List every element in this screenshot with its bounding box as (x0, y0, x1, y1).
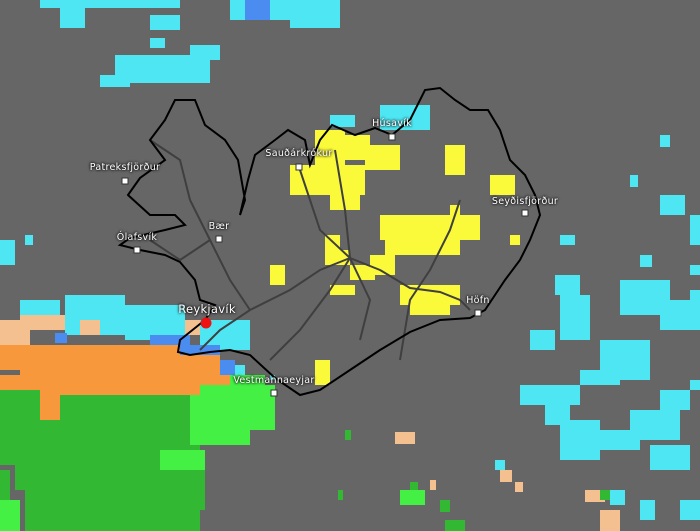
precip-cell-yellow (315, 360, 330, 385)
place-label-sauarkrokur[interactable]: Sauðárkrókur (265, 148, 333, 159)
place-label-olafsvik[interactable]: Ólafsvík (116, 232, 158, 243)
place-label-hofn[interactable]: Höfn (466, 295, 490, 306)
precip-cell-cyan (0, 240, 15, 265)
precip-cell-peach (500, 470, 512, 482)
precip-cell-light-green (160, 450, 205, 470)
town-marker-icon[interactable] (474, 309, 482, 317)
precip-cell-green (0, 470, 10, 500)
precip-cell-cyan (630, 175, 638, 187)
precip-cell-yellow (325, 235, 340, 265)
precip-cell-green (440, 500, 450, 512)
precip-cell-peach (515, 482, 523, 492)
precip-cell-cyan (125, 305, 185, 340)
precip-cell-yellow (445, 145, 465, 175)
precip-cell-cyan (60, 8, 85, 28)
town-marker-icon[interactable] (521, 209, 529, 217)
precip-cell-cyan (580, 370, 620, 385)
precip-cell-yellow (365, 145, 400, 170)
precip-cell-cyan (380, 105, 430, 130)
precip-cell-cyan (690, 215, 700, 245)
precip-cell-yellow (330, 285, 355, 295)
precip-cell-yellow (510, 235, 520, 245)
precip-cell-peach (185, 320, 200, 335)
iceland-coastline (117, 86, 542, 397)
precip-cell-light-green (190, 395, 250, 445)
precip-cell-yellow (490, 175, 515, 195)
place-label-vestmannaeyjar[interactable]: Vestmannaeyjar (233, 375, 315, 386)
precip-cell-cyan (530, 330, 555, 350)
precip-cell-peach (395, 432, 415, 444)
town-marker-icon[interactable] (215, 235, 223, 243)
precip-cell-yellow (370, 255, 395, 275)
precip-cell-cyan (100, 75, 130, 87)
precip-cell-blue (55, 333, 67, 343)
precip-cell-green (445, 520, 465, 531)
precip-cell-cyan (690, 380, 700, 390)
precip-cell-green (15, 460, 160, 490)
precip-cell-cyan (680, 500, 700, 520)
precip-cell-cyan (660, 195, 685, 215)
place-label-husavik[interactable]: Húsavík (372, 118, 412, 129)
precip-cell-cyan (25, 235, 33, 245)
precip-cell-cyan (150, 38, 165, 48)
precip-cell-peach (80, 320, 100, 335)
precip-cell-cyan (610, 490, 625, 505)
precip-cell-cyan (330, 115, 355, 127)
precip-cell-orange (115, 380, 135, 395)
precip-cell-cyan (115, 55, 210, 83)
precip-cell-cyan (640, 500, 655, 520)
place-label-br[interactable]: Bær (208, 221, 230, 232)
precip-cell-cyan (555, 275, 580, 295)
precip-cell-green (0, 390, 40, 420)
town-marker-icon[interactable] (270, 389, 278, 397)
precip-cell-yellow (380, 215, 480, 240)
place-label-reykjavik[interactable]: Reykjavík (178, 302, 236, 316)
precip-cell-yellow (270, 265, 285, 285)
precip-cell-cyan (660, 135, 670, 147)
precip-cell-light-green (400, 490, 425, 505)
precip-cell-green (338, 490, 343, 500)
town-marker-icon[interactable] (388, 133, 396, 141)
precip-cell-cyan (290, 10, 340, 28)
precip-cell-cyan (40, 0, 180, 8)
roads (149, 139, 471, 361)
precip-cell-cyan (630, 410, 680, 440)
precip-cell-green (345, 430, 351, 440)
precip-cell-yellow (385, 240, 460, 255)
precip-cell-blue (245, 0, 270, 20)
precip-cell-yellow (350, 265, 375, 280)
town-marker-icon[interactable] (295, 163, 303, 171)
precip-cell-cyan (560, 420, 600, 460)
precip-cell-cyan (150, 15, 180, 30)
precip-cell-peach (600, 510, 620, 531)
town-marker-icon[interactable] (121, 177, 129, 185)
precip-cell-blue (150, 335, 190, 345)
precip-cell-orange (170, 355, 220, 380)
precip-cell-cyan (650, 445, 690, 470)
precip-cell-peach (430, 480, 436, 490)
capital-marker-icon[interactable] (200, 317, 212, 329)
place-label-seyisfjorur[interactable]: Seyðisfjörður (491, 196, 559, 207)
place-label-patreksfjorur[interactable]: Patreksfjörður (89, 162, 161, 173)
precip-cell-cyan (660, 390, 690, 410)
precip-cell-yellow (410, 300, 450, 315)
precip-cell-peach (20, 315, 65, 330)
precip-cell-green (600, 490, 610, 500)
town-marker-icon[interactable] (133, 246, 141, 254)
precip-cell-cyan (690, 290, 700, 310)
precip-cell-cyan (560, 235, 575, 245)
precip-cell-cyan (640, 255, 652, 267)
precip-cell-cyan (690, 265, 700, 275)
precip-cell-light-green (230, 375, 265, 385)
precip-cell-cyan (495, 460, 505, 470)
precip-cell-cyan (520, 385, 580, 405)
precip-cell-light-green (0, 500, 20, 531)
precip-cell-cyan (270, 375, 275, 380)
precip-cell-cyan (560, 295, 590, 340)
